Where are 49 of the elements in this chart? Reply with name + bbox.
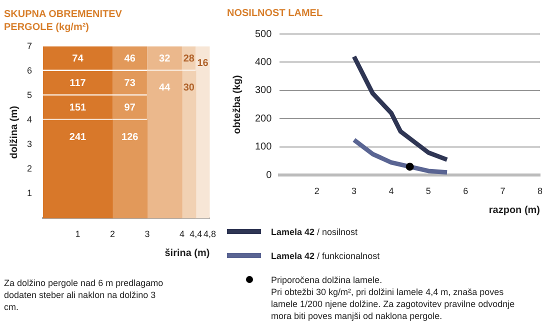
annotation: 16 [197, 58, 209, 70]
annotation: 44 [159, 82, 171, 94]
x-tick-label: 6 [463, 186, 468, 196]
x-tick-label: 8 [537, 186, 543, 196]
y-tick-label: 2 [26, 164, 32, 174]
x-tick-label: 2 [110, 229, 115, 240]
annotation: 28 [183, 53, 195, 64]
annotation: 97 [124, 102, 136, 114]
annotation: 74 [72, 53, 84, 64]
y-tick-label: 200 [254, 113, 272, 124]
x-tick-label: 4 [179, 229, 184, 240]
chart-title: SKUPNA OBREMENITEV PERGOLE (kg/m²) [4, 8, 123, 35]
y-tick-label: 500 [254, 28, 272, 40]
y-tick-label: 0 [266, 170, 272, 181]
x-tick-label: 1 [75, 229, 80, 240]
legend-label: Lamela 42 / funkcionalnost [271, 250, 381, 262]
y-tick-label: 300 [254, 85, 272, 96]
legend-label: Priporočena dolžina lamele. [271, 275, 382, 285]
annotation: 73 [124, 78, 136, 89]
x-tick-label: 5 [426, 186, 431, 196]
annotation: 151 [69, 102, 87, 114]
text: Pri obtežbi 30 kg/m², pri dolžini lamele 4,4 m, znaša poves lamele 1/200 njene dolžine. Za zagotovitev pravilne odvodnje mora biti poves manjši od naklona pergole. [271, 286, 516, 322]
x-tick-label: 2 [314, 186, 320, 196]
x-tick-label: 4 [388, 186, 394, 196]
y-tick-label: 4 [26, 114, 32, 125]
x-tick-label: 4,4 [190, 229, 202, 240]
x-tick-label: 3 [352, 186, 357, 196]
y-tick-label: 100 [254, 142, 272, 153]
annotation: 32 [159, 53, 171, 64]
y-tick-label: 5 [26, 90, 32, 100]
y-tick-label: 3 [26, 139, 32, 150]
x-axis-title: razpon (m) [488, 204, 540, 216]
y-tick-label: 7 [26, 40, 32, 51]
y-tick-label: 6 [26, 65, 32, 76]
x-axis-title: širina (m) [164, 248, 210, 259]
x-tick-label: 4,8 [203, 229, 216, 240]
text: Za dolžino pergole nad 6 m predlagamo dodaten steber ali naklon na dolžino 3 cm. [4, 277, 164, 313]
chart-title: NOSILNOST LAMEL [227, 8, 324, 20]
annotation: 30 [183, 82, 195, 94]
x-tick-label: 7 [500, 186, 506, 196]
annotation: 46 [124, 53, 136, 64]
legend-label: Lamela 42 / nosilnost [271, 226, 359, 238]
y-axis-title: dolžina (m) [8, 106, 20, 159]
x-tick-label: 3 [144, 229, 150, 240]
annotation: 126 [122, 132, 139, 143]
annotation: 117 [70, 78, 86, 89]
y-axis-title: obtežba (kg) [232, 75, 243, 134]
annotation: 241 [69, 132, 87, 143]
y-tick-label: 400 [254, 56, 272, 68]
